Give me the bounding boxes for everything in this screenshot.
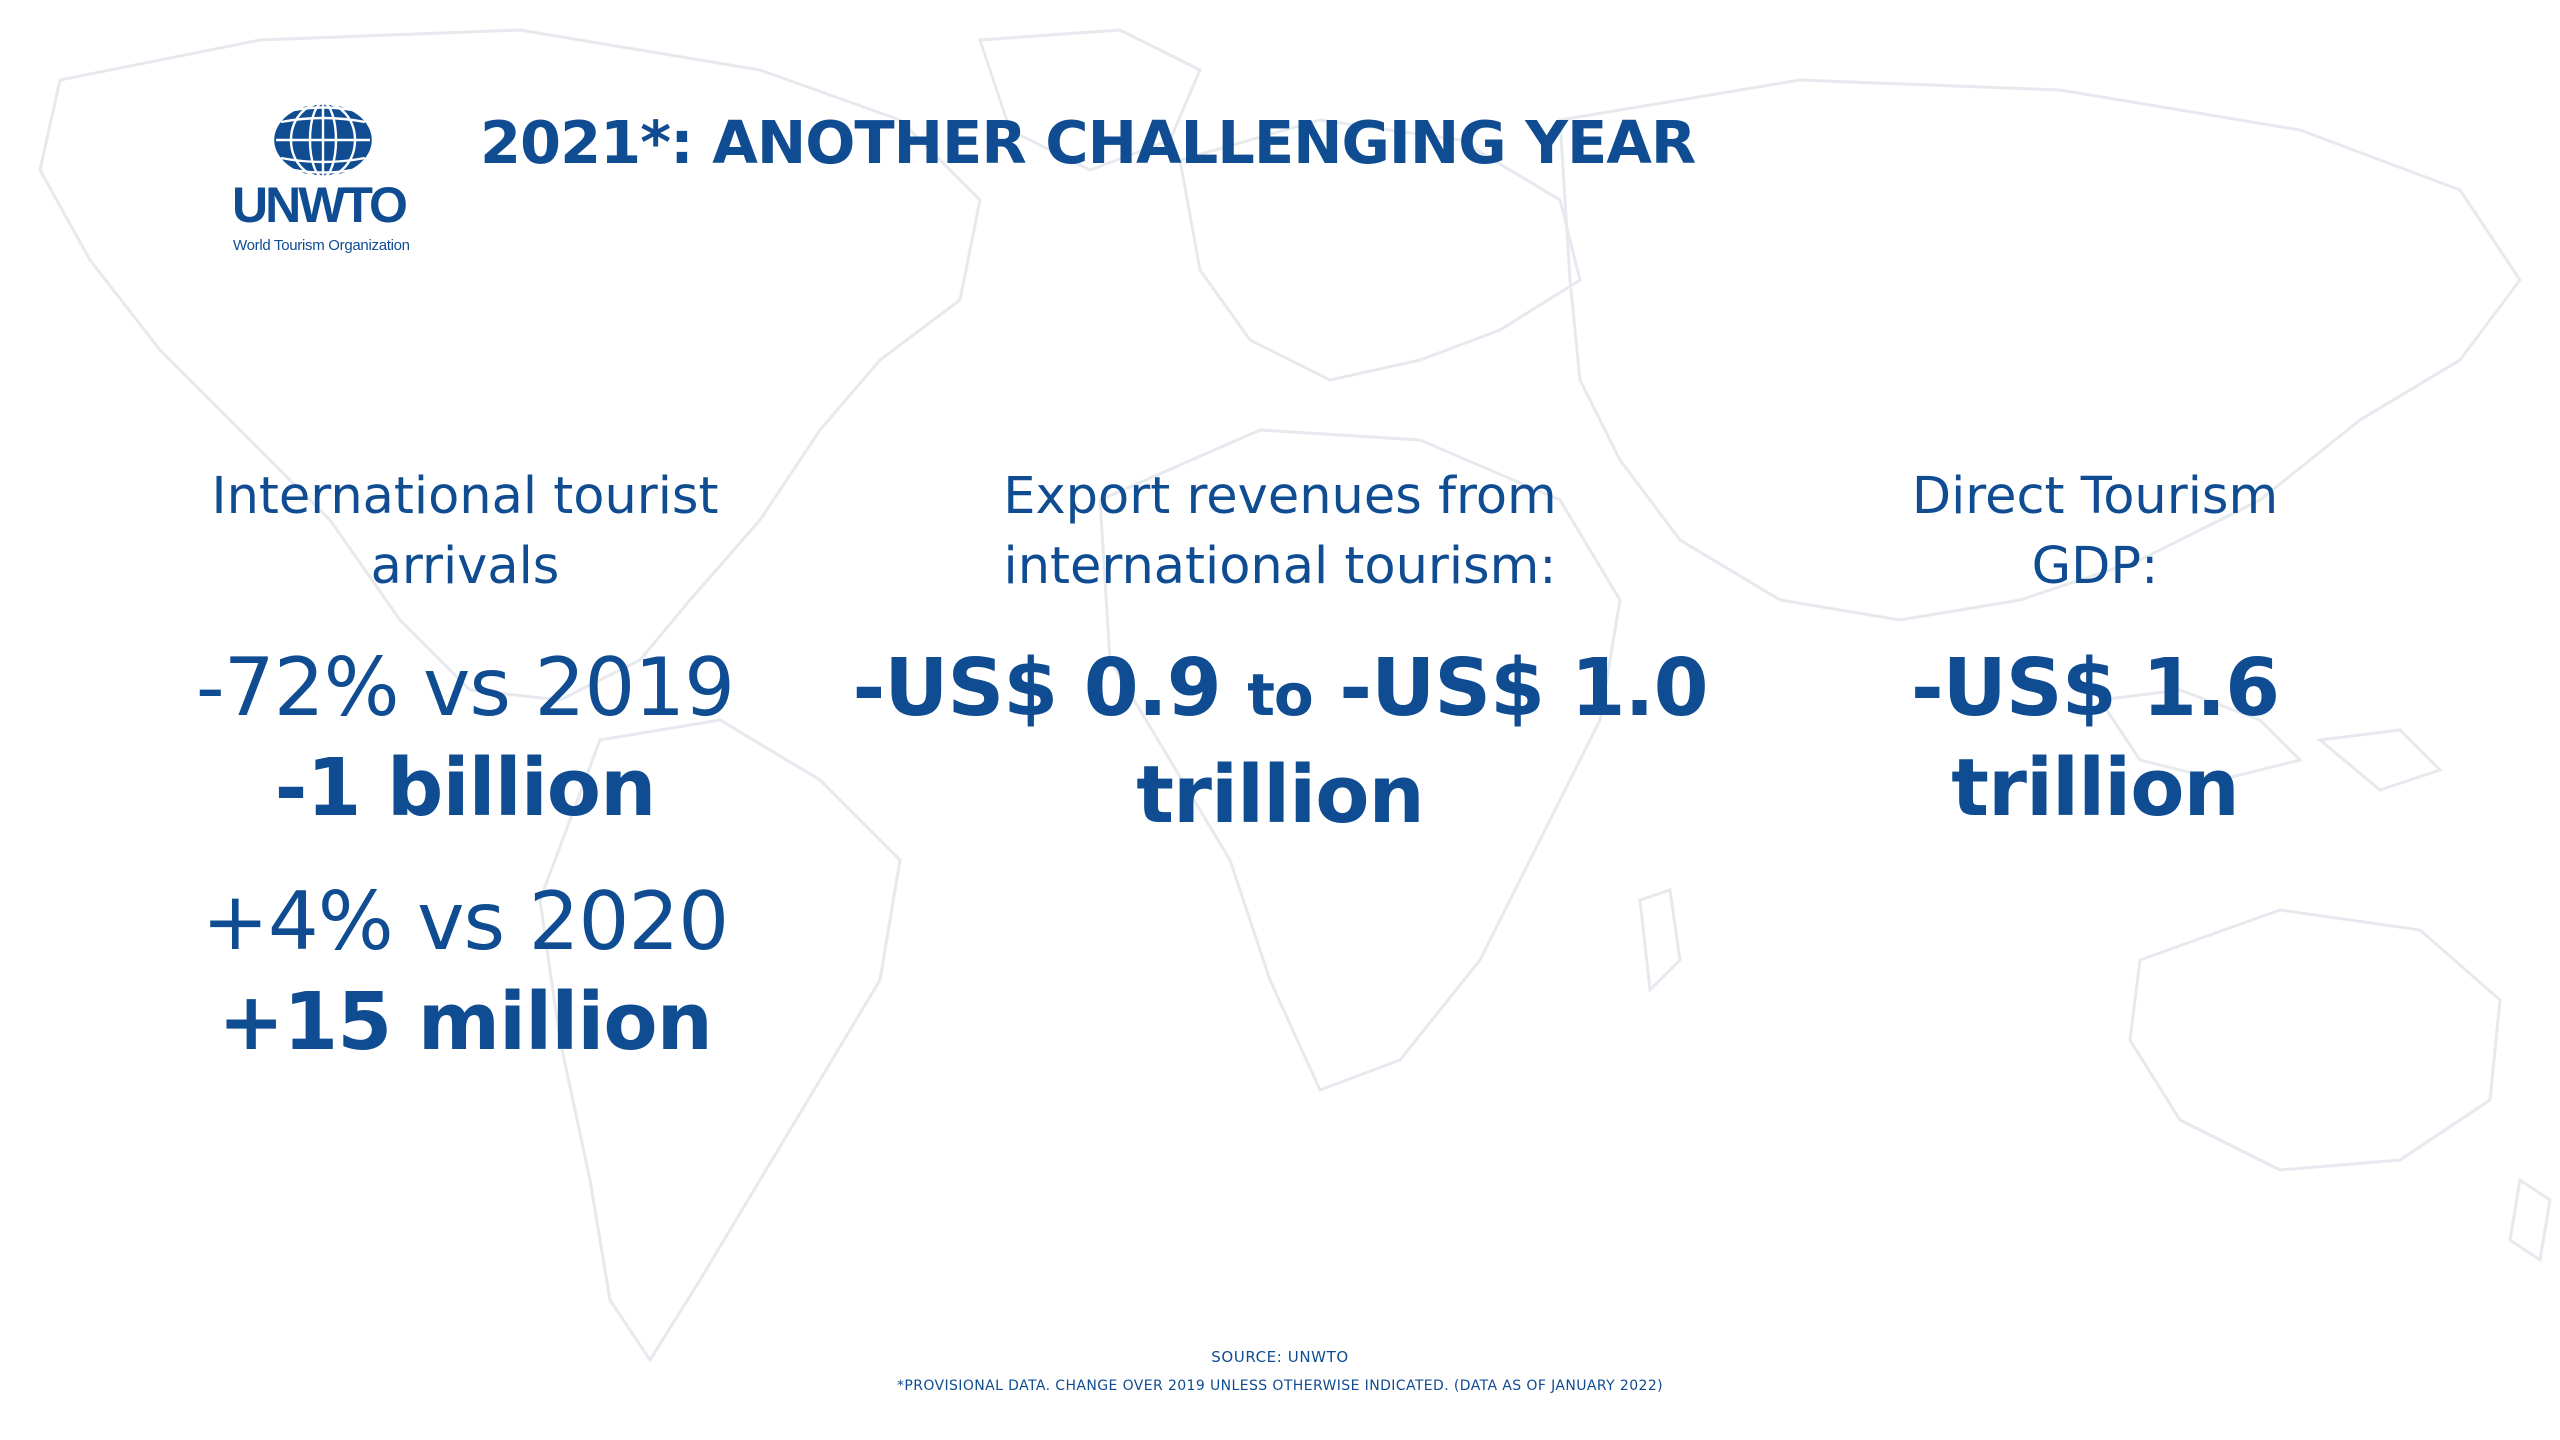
arrivals-change-2019: -72% vs 2019 [195,641,735,734]
logo-wordmark: UNWTO [232,177,408,233]
logo-subtitle: World Tourism Organization [233,237,410,254]
export-revenues-column: Export revenues from international touri… [830,462,1730,845]
export-value-line2: trillion [1136,749,1425,841]
arrivals-column: International tourist arrivals -72% vs 2… [150,462,780,1072]
source-note: SOURCE: UNWTO [1211,1348,1349,1366]
gdp-label-line2: GDP: [2031,537,2159,596]
arrivals-value-2019: -1 billion [274,742,657,834]
arrivals-value-2020: +15 million [218,976,713,1068]
arrivals-label-line2: arrivals [370,537,560,596]
gdp-value-line1: -US$ 1.6 [1910,642,2280,734]
unwto-logo: UNWTO World Tourism Organization [228,100,418,260]
globe-icon [271,101,375,179]
gdp-column: Direct Tourism GDP: -US$ 1.6 trillion [1770,462,2420,838]
provisional-data-note: *PROVISIONAL DATA. CHANGE OVER 2019 UNLE… [896,1378,1664,1394]
gdp-value-line2: trillion [1951,742,2240,834]
export-value-high: -US$ 1.0 [1312,642,1708,734]
arrivals-change-2020: +4% vs 2020 [201,875,729,968]
export-value-to: to [1247,661,1314,729]
export-label-line2: international tourism: [1003,537,1557,596]
export-value-line1: -US$ 0.9 to -US$ 1.0 [830,638,1730,745]
export-label-line1: Export revenues from [1003,467,1557,526]
page-title: 2021*: ANOTHER CHALLENGING YEAR [480,108,1696,177]
arrivals-label-line1: International tourist [211,467,719,526]
gdp-label-line1: Direct Tourism [1911,467,2279,526]
export-value-low: -US$ 0.9 [852,642,1248,734]
